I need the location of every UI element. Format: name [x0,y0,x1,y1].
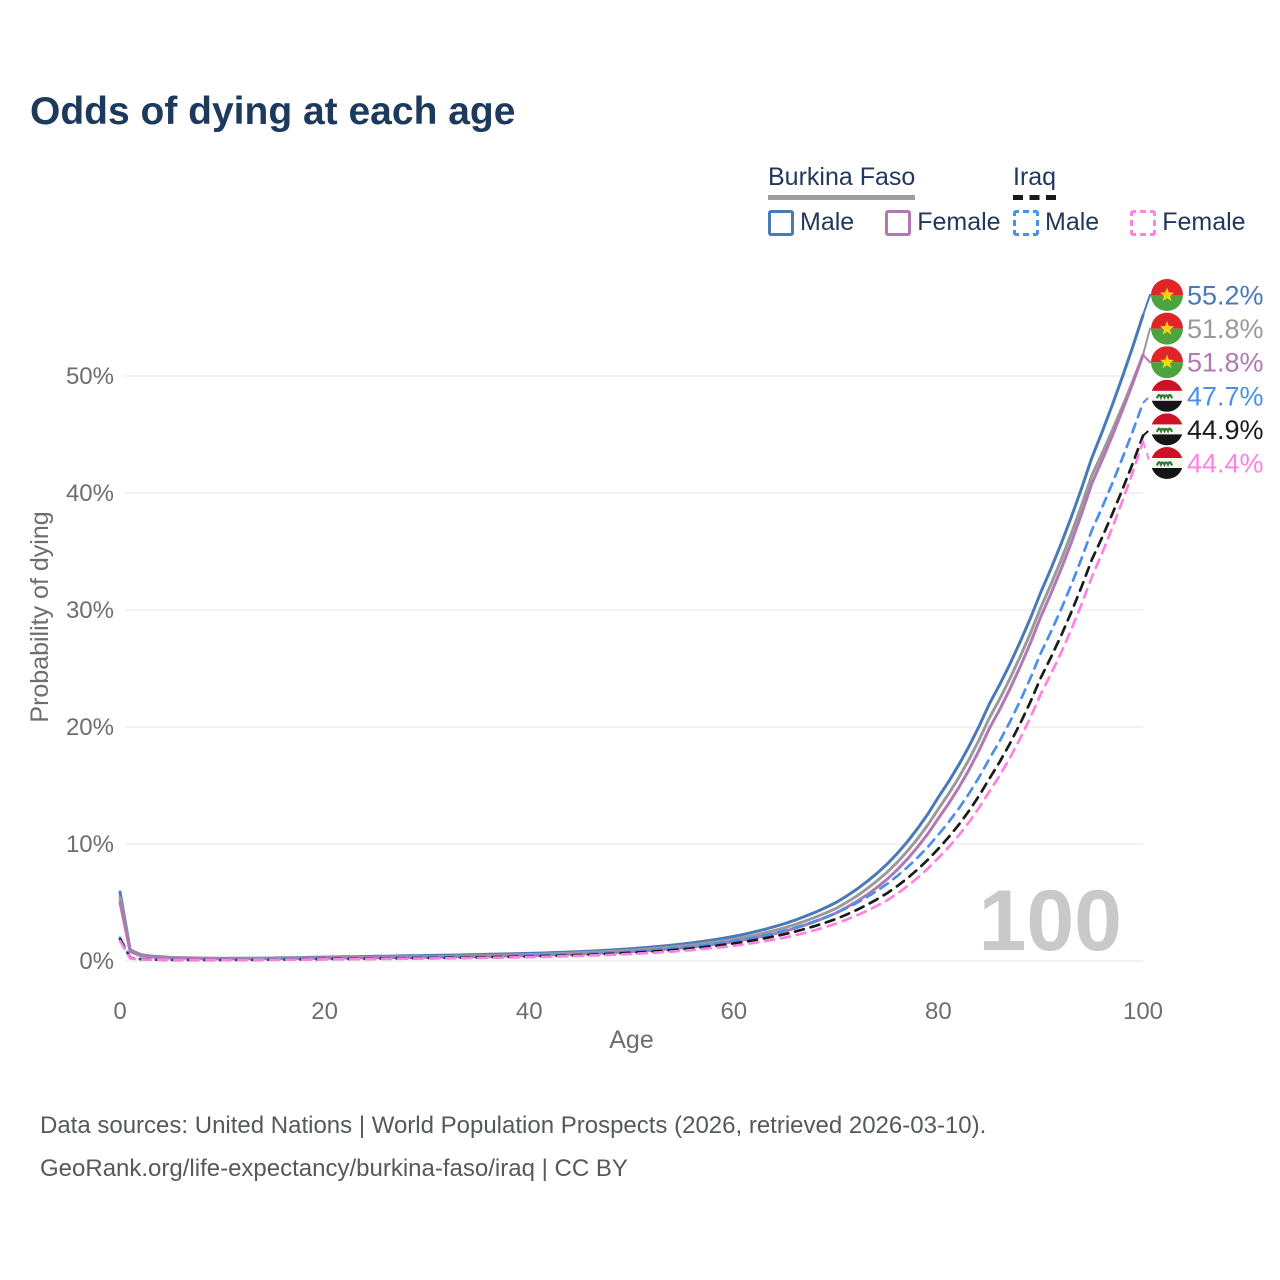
series-line-burkina-faso-female[interactable] [118,353,1145,961]
burkina-faso-flag-icon [1151,346,1183,379]
legend-item-iraq-male[interactable]: Male [1013,208,1099,237]
y-axis-label: Probability of dying [26,511,54,722]
end-value-label-1: 51.8% [1187,314,1264,344]
y-tick-20%: 20% [66,714,114,741]
legend: Burkina Faso Male Female Iraq Male [0,163,1280,243]
legend-label-iraq-female[interactable]: Female [1162,208,1246,236]
series-line-burkina-faso-male[interactable] [118,313,1145,960]
x-tick-0: 0 [113,998,126,1025]
end-connector-0 [1142,294,1151,316]
attribution-line: GeoRank.org/life-expectancy/burkina-faso… [40,1155,628,1182]
y-tick-10%: 10% [66,831,114,858]
data-sources-line: Data sources: United Nations | World Pop… [40,1112,987,1139]
x-tick-60: 60 [720,998,747,1025]
y-tick-50%: 50% [66,363,114,390]
iraq-flag-icon [1151,379,1183,412]
y-tick-0%: 0% [79,948,114,975]
legend-item-burkina-female[interactable]: Female [885,208,1001,237]
legend-swatch-iraq-male-icon[interactable] [1013,209,1039,236]
y-tick-40%: 40% [66,480,114,507]
legend-swatch-burkina-male-icon[interactable] [768,209,794,236]
x-tick-40: 40 [516,998,543,1025]
end-connector-3 [1142,394,1151,404]
burkina-faso-flag-icon [1151,312,1183,345]
series-line-burkina-faso-both-sexes[interactable] [118,353,1145,961]
legend-label-iraq-male[interactable]: Male [1045,208,1100,236]
end-value-label-0: 55.2% [1187,281,1264,311]
chart-footer: Data sources: United Nations | World Pop… [40,1104,986,1190]
legend-label-burkina-female[interactable]: Female [917,208,1001,236]
legend-item-burkina-male[interactable]: Male [768,208,854,237]
end-value-label-3: 47.7% [1187,381,1264,411]
x-tick-100: 100 [1123,998,1163,1025]
legend-country-burkina-faso[interactable]: Burkina Faso [768,163,916,200]
x-tick-80: 80 [925,998,952,1025]
end-value-label-4: 44.9% [1187,415,1264,445]
burkina-faso-flag-icon [1151,279,1183,311]
end-connector-1 [1142,327,1151,356]
end-connector-4 [1142,428,1151,437]
x-axis-label: Age [609,1026,653,1054]
y-tick-30%: 30% [66,597,114,624]
legend-group-iraq: Iraq Male Female [1013,163,1268,237]
page-title: Odds of dying at each age [30,90,516,133]
x-tick-20: 20 [311,998,338,1025]
end-connector-2 [1142,354,1151,364]
end-value-label-2: 51.8% [1187,348,1264,378]
legend-label-burkina-male[interactable]: Male [800,208,855,236]
end-connector-5 [1142,441,1151,464]
end-value-label-5: 44.4% [1187,449,1264,479]
legend-swatch-iraq-female-icon[interactable] [1130,209,1157,236]
series-line-iraq-female[interactable] [118,440,1145,962]
iraq-flag-icon [1151,447,1183,479]
legend-swatch-burkina-female-icon[interactable] [885,209,912,236]
hover-age-watermark: 100 [979,873,1123,969]
iraq-flag-icon [1151,413,1183,446]
legend-country-iraq[interactable]: Iraq [1013,163,1057,200]
legend-item-iraq-female[interactable]: Female [1130,208,1246,237]
legend-group-burkina-faso: Burkina Faso Male Female [768,163,1023,237]
